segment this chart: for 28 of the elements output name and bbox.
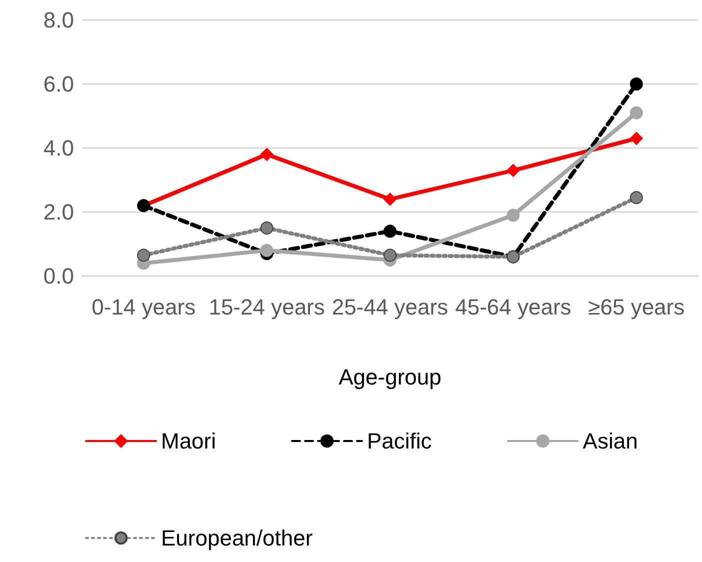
point — [630, 191, 643, 204]
x-axis-title: Age-group — [338, 364, 442, 390]
y-tick-label: 6.0 — [43, 72, 74, 96]
x-tick-label: 15-24 years — [208, 294, 325, 320]
legend-label: Maori — [161, 428, 216, 454]
point — [384, 192, 396, 206]
legend-label: Asian — [582, 428, 638, 454]
point — [260, 244, 274, 257]
point — [260, 148, 274, 161]
point — [630, 106, 643, 120]
y-tick-label: 4.0 — [43, 136, 74, 160]
legend-label: European/other — [161, 526, 313, 550]
point — [630, 78, 643, 90]
point — [384, 224, 396, 238]
point — [384, 248, 396, 262]
x-tick-label: 45-64 years — [455, 294, 572, 320]
x-tick-label: ≥65 years — [588, 294, 685, 320]
legend-label: Pacific — [367, 428, 432, 454]
point — [260, 222, 274, 234]
y-tick-label: 2.0 — [43, 200, 74, 224]
point — [506, 208, 520, 222]
x-tick-label: 0-14 years — [92, 294, 196, 320]
y-tick-label: 8.0 — [43, 8, 74, 32]
y-tick-label: 0.0 — [43, 264, 74, 288]
point — [506, 164, 520, 177]
point — [137, 248, 150, 262]
point — [630, 132, 643, 145]
x-tick-label: 25-44 years — [332, 294, 448, 320]
